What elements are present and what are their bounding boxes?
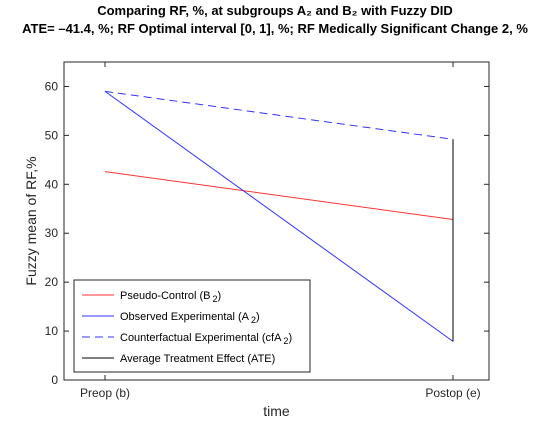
x-axis-label: time [263, 403, 290, 419]
legend-label-1: Observed Experimental (A 2) [120, 311, 260, 325]
y-tick-label: 0 [51, 373, 58, 387]
y-axis-label: Fuzzy mean of RF,% [23, 156, 39, 285]
legend-label-0: Pseudo-Control (B 2) [120, 290, 221, 304]
series-line-2 [104, 90, 454, 140]
y-tick-label: 50 [45, 128, 59, 142]
legend-label-3: Average Treatment Effect (ATE) [120, 353, 275, 365]
series-line-1 [104, 90, 454, 342]
y-tick-label: 30 [45, 226, 59, 240]
x-tick-label: Preop (b) [80, 386, 130, 400]
legend-label-2: Counterfactual Experimental (cfA 2) [120, 332, 292, 346]
x-tick-label: Postop (e) [425, 386, 480, 400]
chart-title: Comparing RF, %, at subgroups A₂ and B₂ … [97, 3, 453, 18]
series-line-0 [104, 171, 454, 221]
y-tick-label: 60 [45, 79, 59, 93]
axes-box [63, 61, 490, 381]
chart-subtitle: ATE= –41.4, %; RF Optimal interval [0, 1… [22, 21, 528, 36]
y-tick-label: 40 [45, 177, 59, 191]
y-tick-label: 10 [45, 324, 59, 338]
y-tick-label: 20 [45, 275, 59, 289]
